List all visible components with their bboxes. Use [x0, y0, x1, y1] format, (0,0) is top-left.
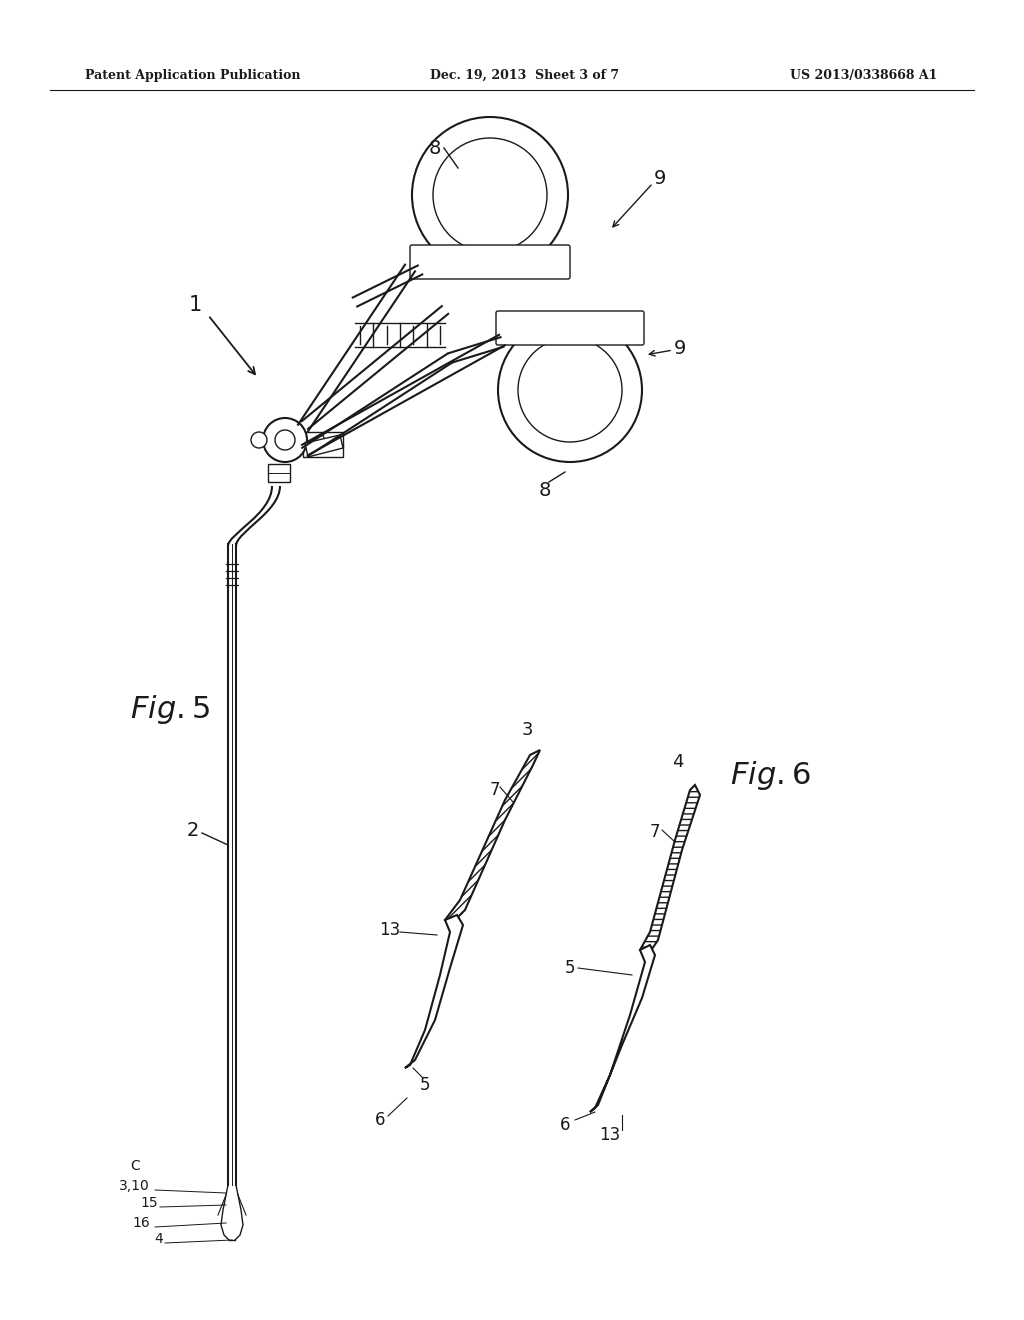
FancyBboxPatch shape [410, 246, 570, 279]
Polygon shape [305, 436, 343, 457]
Text: 7: 7 [489, 781, 501, 799]
Text: Patent Application Publication: Patent Application Publication [85, 69, 300, 82]
Text: 13: 13 [599, 1126, 621, 1144]
Text: 4: 4 [672, 752, 684, 771]
Text: 8: 8 [429, 139, 441, 157]
Text: 2: 2 [186, 821, 200, 840]
Polygon shape [406, 915, 463, 1068]
Polygon shape [640, 785, 700, 954]
Circle shape [251, 432, 267, 447]
Text: Dec. 19, 2013  Sheet 3 of 7: Dec. 19, 2013 Sheet 3 of 7 [430, 69, 620, 82]
Text: 6: 6 [375, 1111, 385, 1129]
Text: 6: 6 [560, 1115, 570, 1134]
Text: 15: 15 [140, 1196, 158, 1210]
Text: 16: 16 [132, 1216, 150, 1230]
Text: C: C [130, 1159, 140, 1173]
Text: 4: 4 [155, 1232, 163, 1246]
Bar [303, 432, 343, 447]
Text: 9: 9 [674, 338, 686, 358]
Text: US 2013/0338668 A1: US 2013/0338668 A1 [790, 69, 937, 82]
Text: 1: 1 [188, 294, 202, 315]
Bar [268, 465, 290, 482]
Polygon shape [445, 750, 540, 925]
Bar [303, 445, 343, 457]
Text: 3,10: 3,10 [119, 1179, 150, 1193]
Text: 13: 13 [379, 921, 400, 939]
Polygon shape [590, 945, 655, 1111]
Text: 9: 9 [653, 169, 667, 187]
Text: 5: 5 [565, 960, 575, 977]
Text: 3: 3 [521, 721, 532, 739]
Text: $\mathit{Fig.6}$: $\mathit{Fig.6}$ [730, 759, 811, 792]
Text: 8: 8 [539, 480, 551, 499]
Text: $\mathit{Fig.5}$: $\mathit{Fig.5}$ [130, 693, 210, 726]
FancyBboxPatch shape [496, 312, 644, 345]
Text: 5: 5 [420, 1076, 430, 1094]
Circle shape [263, 418, 307, 462]
Polygon shape [307, 436, 327, 454]
Text: 7: 7 [649, 822, 660, 841]
